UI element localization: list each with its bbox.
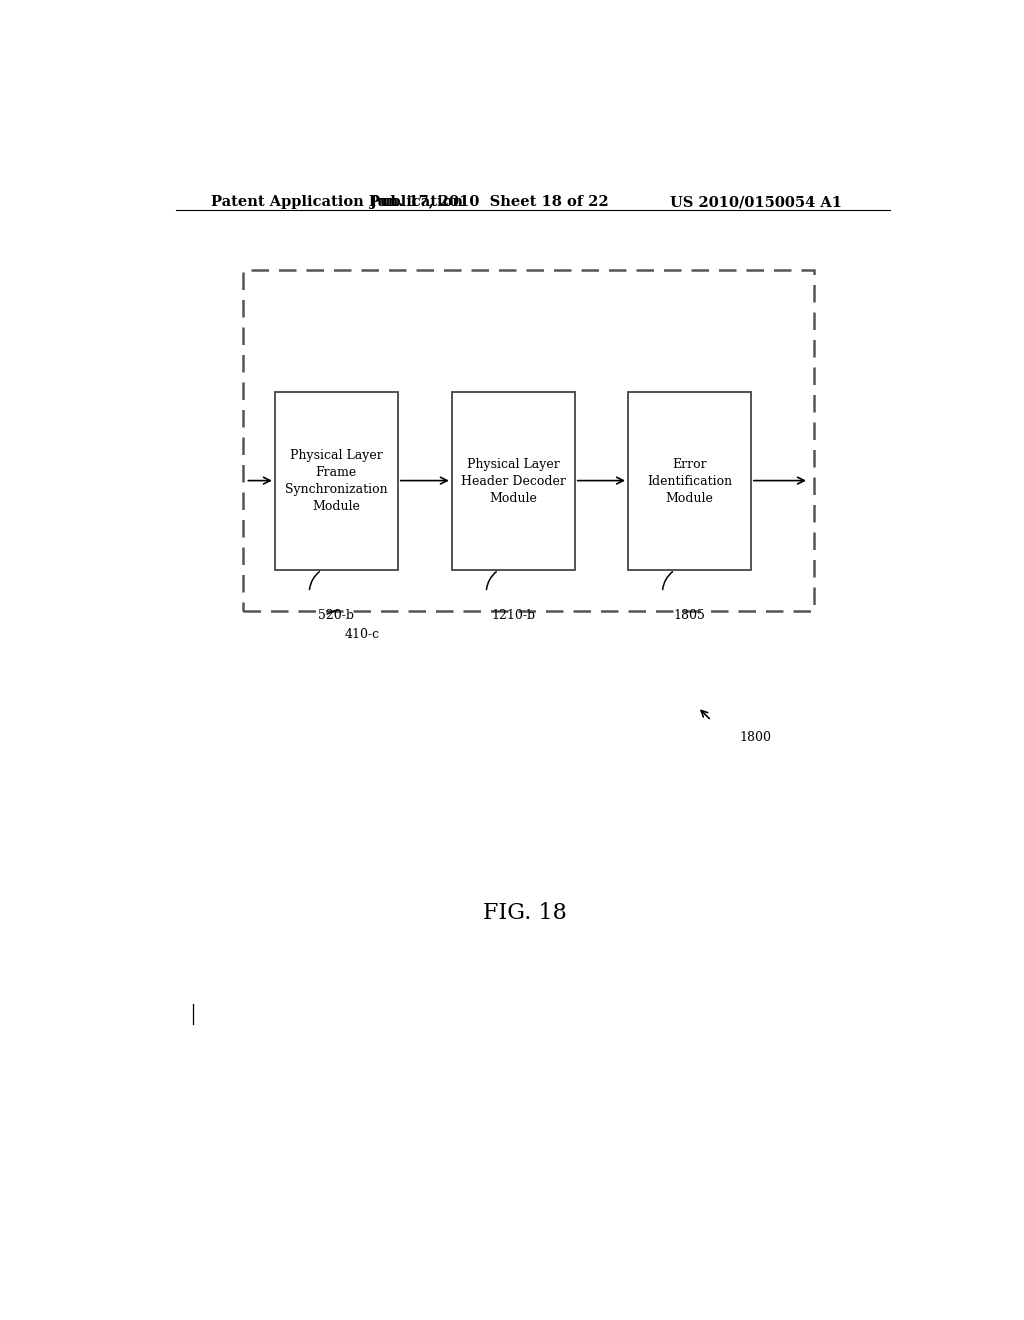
Bar	[628, 392, 751, 570]
Text: Jun. 17, 2010  Sheet 18 of 22: Jun. 17, 2010 Sheet 18 of 22	[370, 195, 608, 209]
Text: Physical Layer
Frame
Synchronization
Module: Physical Layer Frame Synchronization Mod…	[285, 449, 388, 513]
Text: Patent Application Publication: Patent Application Publication	[211, 195, 463, 209]
Text: 1805: 1805	[674, 609, 706, 622]
Bar	[243, 271, 814, 611]
Text: 520-b: 520-b	[318, 609, 354, 622]
Text: US 2010/0150054 A1: US 2010/0150054 A1	[671, 195, 842, 209]
Bar	[274, 392, 397, 570]
Text: 1800: 1800	[739, 731, 771, 744]
Text: FIG. 18: FIG. 18	[483, 902, 566, 924]
Text: Physical Layer
Header Decoder
Module: Physical Layer Header Decoder Module	[461, 458, 565, 504]
Bar	[452, 392, 574, 570]
Text: 1210-b: 1210-b	[492, 609, 536, 622]
Text: Error
Identification
Module: Error Identification Module	[647, 458, 732, 504]
Text: 410-c: 410-c	[344, 628, 380, 642]
